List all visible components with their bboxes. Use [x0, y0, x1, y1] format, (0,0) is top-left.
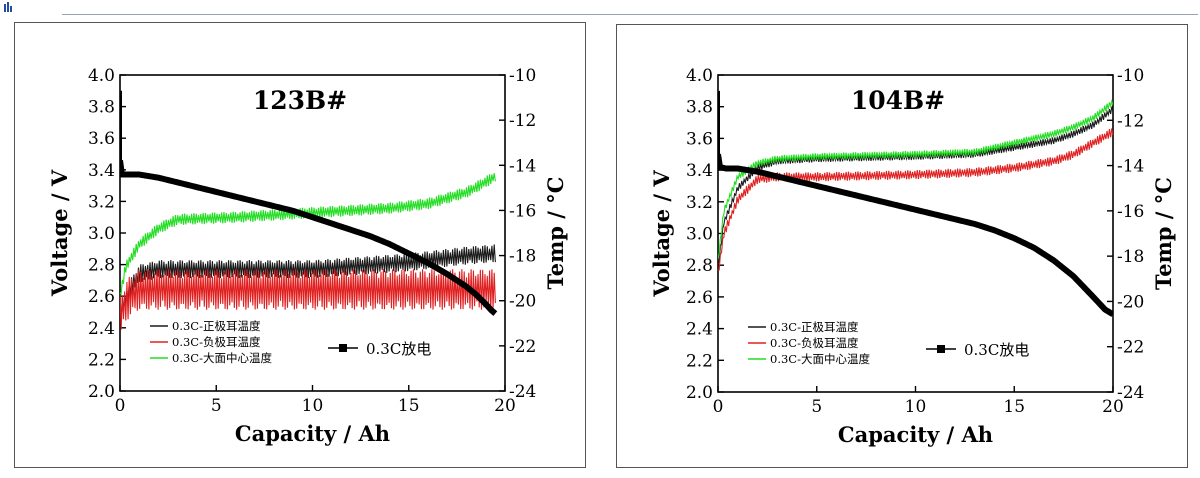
y2-tick-label: -20 [509, 292, 536, 312]
voltage-line [120, 159, 498, 316]
x-tick-label: 15 [398, 396, 420, 416]
voltage-line [718, 153, 1113, 317]
y2-tick-label: -14 [509, 156, 536, 176]
y2-tick-label: -14 [1117, 157, 1144, 177]
y2-tick-label: -22 [509, 337, 536, 357]
header-divider [62, 14, 1198, 15]
x-tick-label: 5 [211, 396, 222, 416]
y-tick-label: 3.8 [88, 98, 115, 118]
legend-label: 0.3C-正极耳温度 [172, 319, 261, 333]
y-tick-label: 2.2 [686, 351, 713, 371]
negative-tab-temp-line [718, 128, 1113, 271]
y-tick-label: 3.0 [88, 224, 115, 244]
y-tick-label: 3.2 [686, 193, 713, 213]
y-tick-label: 2.4 [686, 320, 713, 340]
chart-panel-104b: 0 5 10 15 20 2.0 2.2 2.4 2.6 2.8 3.0 3.2 3.4 3.6 3.8 4.… [616, 24, 1188, 468]
x-tick-label: 20 [494, 396, 516, 416]
legend-label: 0.3C-正极耳温度 [770, 320, 859, 334]
legend-label: 0.3C-负极耳温度 [770, 336, 859, 350]
chart-title: 123B# [253, 86, 347, 115]
series-group [120, 90, 498, 330]
y-axis-label: Voltage / V [649, 170, 674, 298]
legend-label-voltage: 0.3C放电 [366, 340, 431, 358]
y2-tick-label: -16 [509, 201, 536, 221]
surface-center-temp-line [718, 98, 1113, 259]
y2-tick-label: -20 [1117, 292, 1144, 312]
x-tick-label: 0 [115, 396, 126, 416]
y2-tick-label: -24 [1117, 383, 1144, 403]
y2-tick-label: -16 [1117, 202, 1144, 222]
y-tick-label: 2.4 [88, 319, 115, 339]
y-tick-label: 2.8 [88, 256, 115, 276]
legend-label: 0.3C-大面中心温度 [172, 351, 272, 365]
x-tick-label: 20 [1102, 397, 1124, 417]
y2-tick-label: -12 [509, 111, 536, 131]
y-tick-label: 3.2 [88, 192, 115, 212]
y-tick-label: 2.0 [686, 383, 713, 403]
x-tick-label: 10 [302, 396, 324, 416]
y2-tick-label: -12 [1117, 111, 1144, 131]
y-tick-label: 3.6 [88, 129, 115, 149]
y-tick-label: 2.6 [88, 287, 115, 307]
series-group [718, 90, 1113, 317]
negative-tab-temp-line [120, 269, 496, 330]
y-tick-label: 2.0 [88, 382, 115, 402]
y-tick-label: 2.8 [686, 256, 713, 276]
y-tick-label: 2.6 [686, 288, 713, 308]
legend-label: 0.3C-大面中心温度 [770, 352, 870, 366]
y2-tick-label: -10 [509, 66, 536, 86]
chart-panel-123b: 0 5 10 15 20 2.0 2.2 2.4 2.6 2.8 3.0 3.2 3.4 3.6 3.8 4.… [14, 22, 586, 468]
y2-axis-label: Temp / °C [543, 177, 568, 290]
legend-label-voltage: 0.3C放电 [964, 341, 1029, 359]
y-tick-label: 3.8 [686, 98, 713, 118]
y2-axis-label: Temp / °C [1151, 177, 1176, 290]
x-axis-label: Capacity / Ah [235, 421, 390, 446]
y2-tick-label: -22 [1117, 338, 1144, 358]
x-tick-label: 15 [1003, 397, 1025, 417]
y2-tick-label: -10 [1117, 66, 1144, 86]
y-tick-label: 4.0 [88, 66, 115, 86]
legend-label: 0.3C-负极耳温度 [172, 335, 261, 349]
y-axis-label: Voltage / V [47, 169, 72, 297]
x-tick-label: 5 [811, 397, 822, 417]
y-tick-label: 4.0 [686, 66, 713, 86]
y-tick-label: 3.4 [88, 161, 115, 181]
x-tick-label: 10 [905, 397, 927, 417]
legend-marker-voltage [339, 344, 347, 352]
legend-marker-voltage [937, 345, 945, 353]
x-axis-label: Capacity / Ah [838, 422, 993, 447]
chart-123b: 0 5 10 15 20 2.0 2.2 2.4 2.6 2.8 3.0 3.2 3.4 3.6 3.8 4.… [47, 66, 568, 446]
y-tick-label: 3.0 [686, 225, 713, 245]
y-tick-label: 2.2 [88, 350, 115, 370]
y2-tick-label: -18 [1117, 247, 1144, 267]
chart-104b: 0 5 10 15 20 2.0 2.2 2.4 2.6 2.8 3.0 3.2 3.4 3.6 3.8 4.… [649, 66, 1176, 447]
y-tick-label: 3.6 [686, 129, 713, 149]
x-tick-label: 0 [713, 397, 724, 417]
chart-app-icon [4, 2, 12, 12]
positive-tab-temp-line [718, 106, 1113, 265]
y2-tick-label: -18 [509, 247, 536, 267]
y2-tick-label: -24 [509, 382, 536, 402]
y-tick-label: 3.4 [686, 161, 713, 181]
chart-title: 104B# [851, 86, 945, 115]
